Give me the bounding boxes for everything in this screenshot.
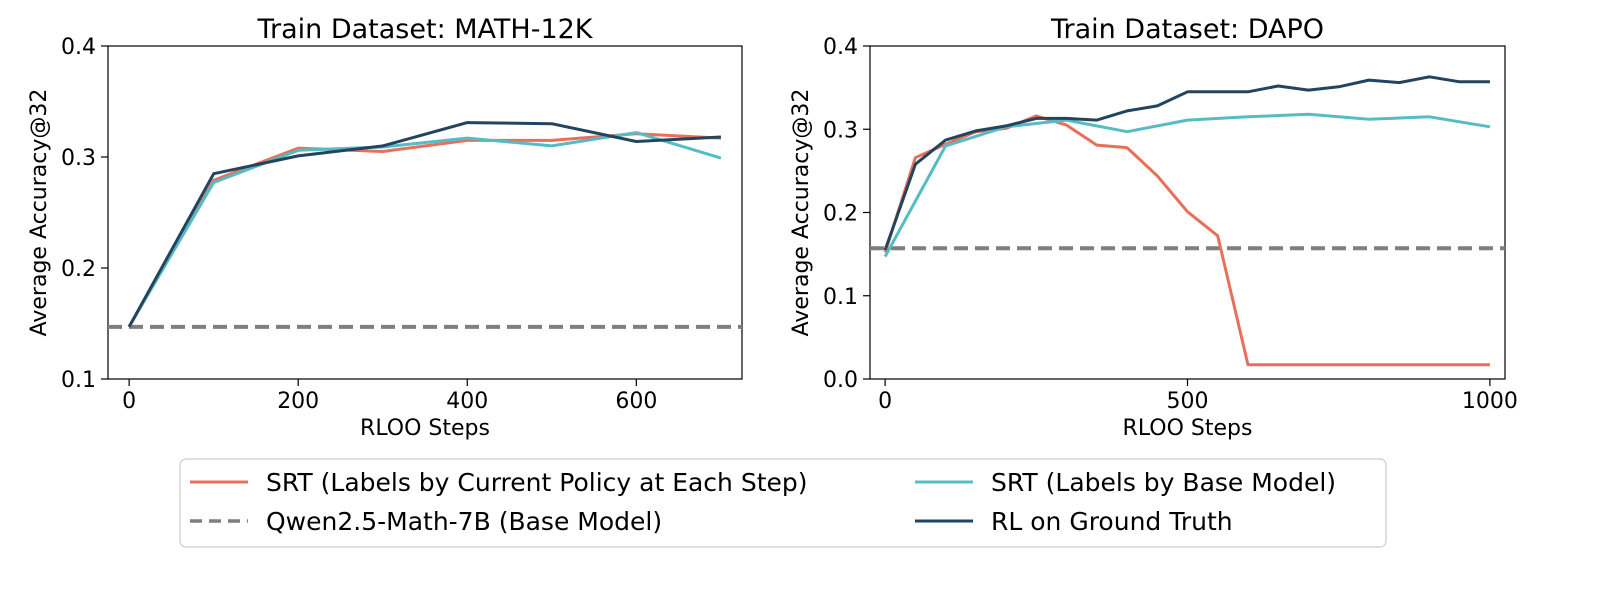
x-tick-label: 0 [122, 389, 136, 414]
plot-area [108, 121, 742, 329]
plot-area [870, 75, 1505, 367]
x-tick-label: 400 [446, 389, 488, 414]
series-line-srt-base [127, 131, 722, 328]
y-tick-label: 0.4 [823, 35, 858, 60]
y-tick-label: 0.0 [823, 368, 858, 393]
x-tick-label: 200 [277, 389, 319, 414]
legend-label: SRT (Labels by Base Model) [991, 468, 1336, 497]
y-tick-label: 0.3 [61, 146, 96, 171]
y-tick-label: 0.3 [823, 118, 858, 143]
y-axis-label: Average Accuracy@32 [789, 89, 814, 337]
y-tick-label: 0.2 [823, 202, 858, 227]
y-tick-label: 0.2 [61, 257, 96, 282]
x-tick-label: 1000 [1462, 389, 1518, 414]
series-line-rl-gt [883, 75, 1490, 251]
legend-label: SRT (Labels by Current Policy at Each St… [266, 468, 808, 497]
series-line-srt-current [883, 114, 1490, 367]
x-axis-label: RLOO Steps [360, 416, 490, 441]
series-line-rl-gt [127, 121, 721, 328]
y-axis-label: Average Accuracy@32 [27, 89, 52, 337]
legend: SRT (Labels by Current Policy at Each St… [179, 458, 1387, 548]
chart-dapo: 0.0 0.1 0.2 0.3 0.4 0 500 1000 Train Dataset: DA… [789, 14, 1518, 441]
x-tick-label: 600 [615, 389, 657, 414]
legend-label: RL on Ground Truth [991, 507, 1233, 536]
axes-frame [107, 45, 743, 380]
series-line-srt-current [127, 132, 721, 328]
legend-label: Qwen2.5-Math-7B (Base Model) [266, 507, 662, 536]
y-tick-label: 0.4 [61, 35, 96, 60]
legend-box [179, 458, 1387, 548]
x-axis-label: RLOO Steps [1123, 416, 1253, 441]
series-line-srt-base [883, 112, 1491, 258]
chart-math12k: 0.1 0.2 0.3 0.4 0 200 400 600 Train Dataset: MAT… [27, 14, 743, 441]
y-tick-label: 0.1 [61, 368, 96, 393]
chart-title: Train Dataset: MATH-12K [256, 14, 593, 45]
x-tick-label: 500 [1167, 389, 1209, 414]
x-tick-label: 0 [878, 389, 892, 414]
chart-title: Train Dataset: DAPO [1050, 14, 1324, 45]
y-tick-label: 0.1 [823, 285, 858, 310]
